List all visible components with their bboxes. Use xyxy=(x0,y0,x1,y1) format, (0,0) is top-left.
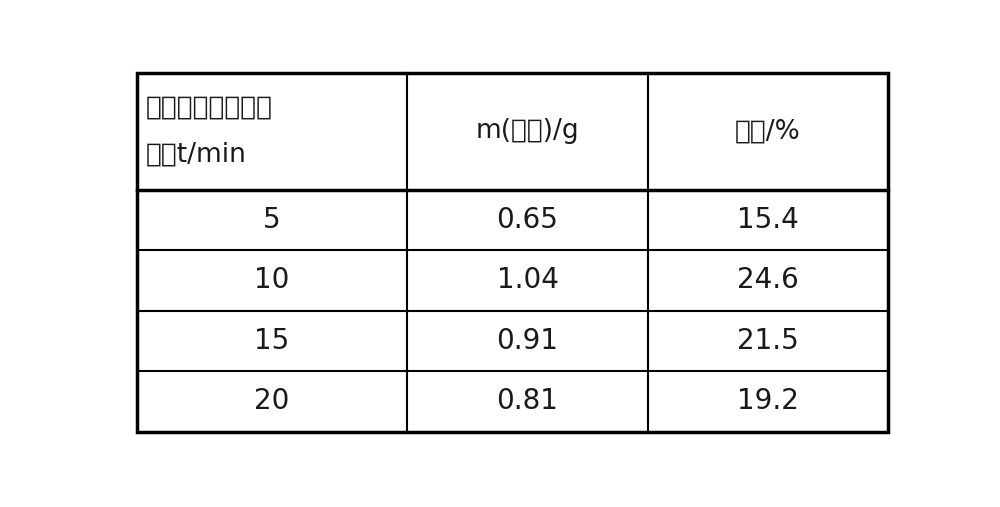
Text: 24.6: 24.6 xyxy=(737,267,799,295)
Text: 产率/%: 产率/% xyxy=(735,118,801,144)
Text: 20: 20 xyxy=(254,387,290,415)
Text: 10: 10 xyxy=(254,267,290,295)
Text: 0.81: 0.81 xyxy=(497,387,558,415)
Text: 19.2: 19.2 xyxy=(737,387,799,415)
Text: 15.4: 15.4 xyxy=(737,206,799,234)
Text: 率）t/min: 率）t/min xyxy=(146,141,247,167)
Text: 5: 5 xyxy=(263,206,281,234)
Text: 1.04: 1.04 xyxy=(497,267,558,295)
Text: 到达标温时间（功: 到达标温时间（功 xyxy=(146,95,273,121)
Text: 0.91: 0.91 xyxy=(497,327,559,355)
Text: 15: 15 xyxy=(254,327,290,355)
Text: 0.65: 0.65 xyxy=(497,206,558,234)
Text: 21.5: 21.5 xyxy=(737,327,799,355)
Text: m(卟啉)/g: m(卟啉)/g xyxy=(476,118,579,144)
